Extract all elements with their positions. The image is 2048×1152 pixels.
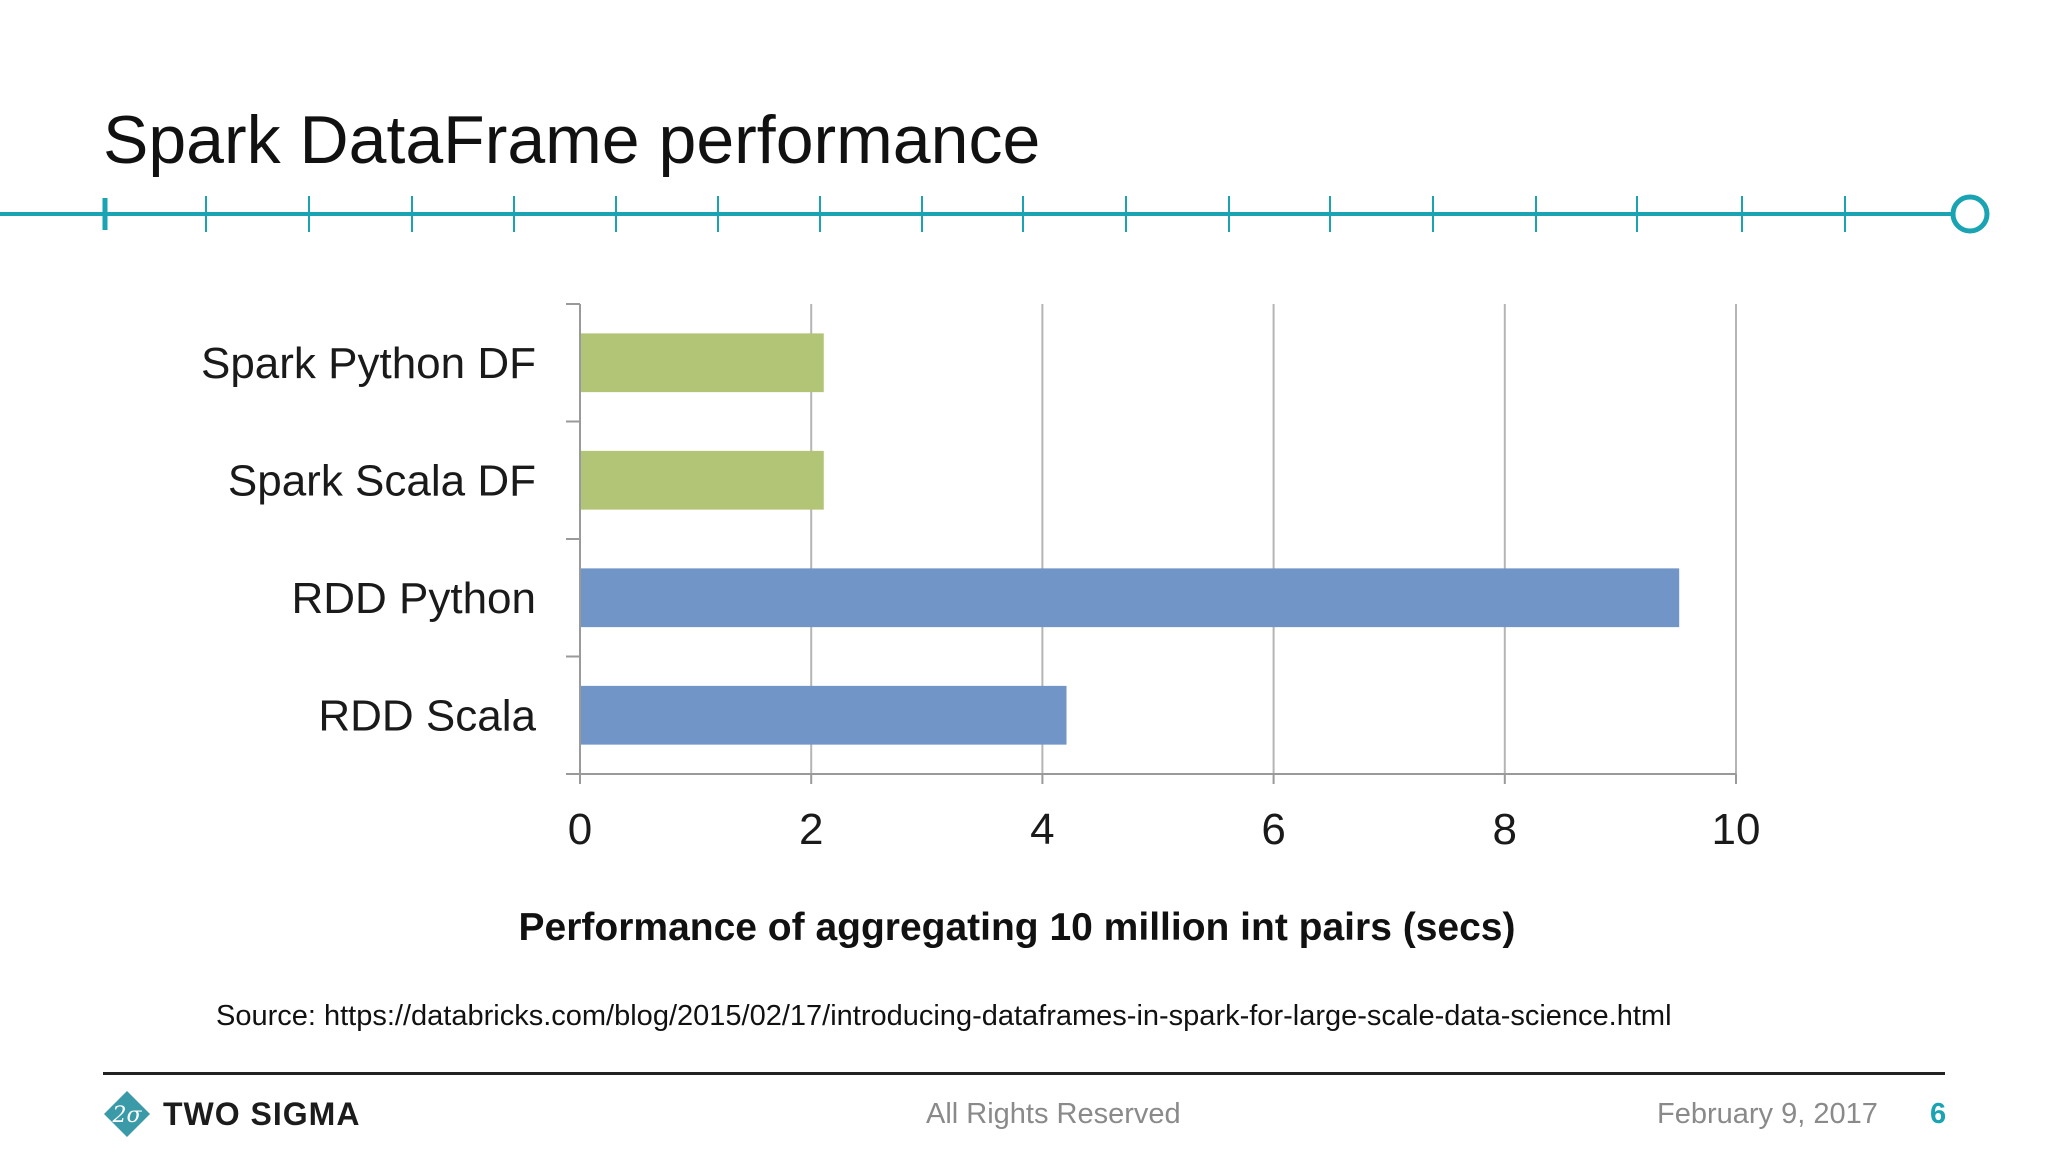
rights-reserved-text: All Rights Reserved xyxy=(926,1098,1181,1130)
bar-chart: 0 2 4 6 8 10 Spark Python DF Spark Scala DF RDD … xyxy=(201,303,1761,949)
y-category-label: Spark Scala DF xyxy=(228,456,536,505)
bar-rdd-scala xyxy=(581,685,1067,745)
source-citation: Source: https://databricks.com/blog/2015… xyxy=(216,1000,1672,1032)
page-number: 6 xyxy=(1930,1098,1947,1130)
x-tick-label: 10 xyxy=(1712,805,1761,854)
x-tick-label: 8 xyxy=(1493,805,1517,854)
x-tick-label: 4 xyxy=(1030,805,1054,854)
x-tick-label: 6 xyxy=(1261,805,1285,854)
two-sigma-logo: 2σ TWO SIGMA xyxy=(103,1090,360,1138)
y-category-label: Spark Python DF xyxy=(201,339,536,388)
slide-date: February 9, 2017 xyxy=(1657,1098,1878,1130)
x-axis-title: Performance of aggregating 10 million in… xyxy=(519,906,1516,949)
slide-title: Spark DataFrame performance xyxy=(103,102,1041,178)
timeline-end-circle xyxy=(1950,194,1990,234)
chart-axes xyxy=(566,303,1737,784)
bar-spark-scala-df xyxy=(581,450,824,510)
bar-spark-python-df xyxy=(581,333,824,393)
y-category-label: RDD Scala xyxy=(318,691,536,740)
title-timeline-divider xyxy=(0,194,1990,234)
chart-bars xyxy=(581,333,1680,745)
y-category-label: RDD Python xyxy=(291,574,536,623)
x-tick-label: 2 xyxy=(799,805,823,854)
timeline-ticks xyxy=(205,196,1846,232)
svg-text:2σ: 2σ xyxy=(111,1103,142,1128)
bar-rdd-python xyxy=(581,568,1680,628)
logo-wordmark: TWO SIGMA xyxy=(163,1095,361,1132)
x-tick-label: 0 xyxy=(568,805,592,854)
footer-divider xyxy=(103,1072,1945,1075)
chart-gridlines xyxy=(810,304,1737,774)
chart-labels: 0 2 4 6 8 10 Spark Python DF Spark Scala DF RDD … xyxy=(201,339,1761,854)
two-sigma-diamond-icon: 2σ xyxy=(104,1091,150,1137)
